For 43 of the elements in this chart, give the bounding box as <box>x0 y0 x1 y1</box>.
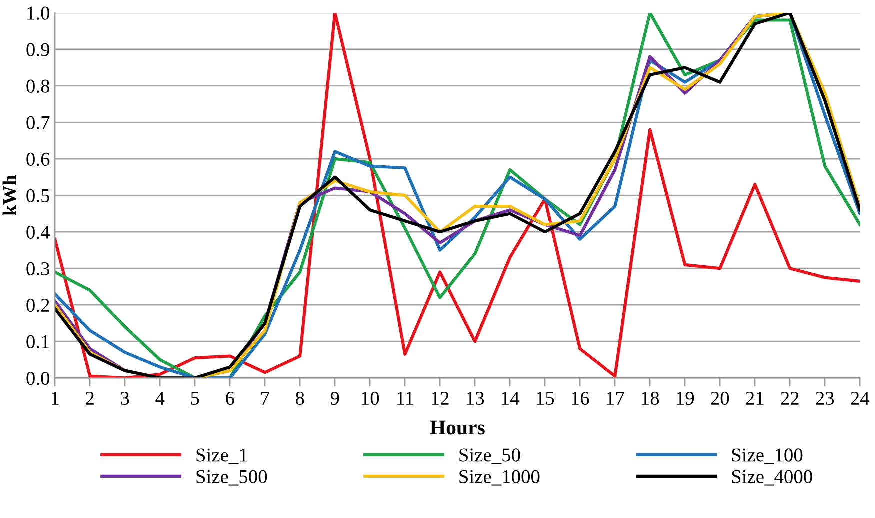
x-tick-label: 22 <box>781 392 799 405</box>
x-tick-label: 5 <box>191 392 200 406</box>
x-tick-label: 9 <box>330 392 340 406</box>
x-tick-label: 13 <box>467 392 484 406</box>
y-tick-label: 1.0 <box>28 6 50 20</box>
x-tick-label: 2 <box>86 392 94 405</box>
x-tick-label: 7 <box>262 392 270 405</box>
legend-label: Size_50 <box>460 448 520 464</box>
x-tick-label: 21 <box>746 392 764 405</box>
x-tick-label: 6 <box>226 392 234 406</box>
x-tick-label: 10 <box>362 392 380 406</box>
x-tick-label: 17 <box>607 392 624 405</box>
y-tick-label: 0.2 <box>26 298 50 312</box>
y-tick-label: 0.6 <box>26 152 50 166</box>
legend-label: Size_1000 <box>460 470 540 486</box>
x-tick-label: 11 <box>397 392 414 405</box>
x-tick-label: 19 <box>677 392 694 406</box>
legend-label: Size_4000 <box>732 470 812 486</box>
x-tick-label: 4 <box>156 392 165 405</box>
x-tick-label: 12 <box>432 392 449 405</box>
x-axis-title: Hours <box>430 420 485 435</box>
x-tick-label: 3 <box>121 392 130 406</box>
x-tick-label: 24 <box>851 392 870 405</box>
y-tick-label: 0.4 <box>26 226 50 240</box>
x-tick-label: 16 <box>572 392 590 406</box>
legend-label: Size_1 <box>196 448 248 464</box>
x-tick-label: 14 <box>502 392 520 405</box>
x-tick-label: 15 <box>537 392 554 406</box>
x-tick-label: 18 <box>642 392 660 406</box>
y-tick-label: 0.9 <box>26 43 50 56</box>
y-tick-label: 0.1 <box>26 335 50 349</box>
y-tick-label: 0.5 <box>26 189 50 203</box>
y-tick-label: 0.8 <box>26 80 50 94</box>
x-tick-label: 20 <box>711 392 730 406</box>
legend-label: Size_500 <box>196 470 268 486</box>
x-tick-label: 8 <box>296 392 304 406</box>
y-tick-label: 0.3 <box>26 262 50 276</box>
legend-label: Size_100 <box>732 448 803 464</box>
x-tick-label: 1 <box>52 392 59 405</box>
y-tick-label: 0.0 <box>26 372 50 386</box>
y-tick-label: 0.7 <box>26 116 50 130</box>
y-axis-title: kWh <box>2 175 17 216</box>
x-tick-label: 23 <box>816 392 834 406</box>
